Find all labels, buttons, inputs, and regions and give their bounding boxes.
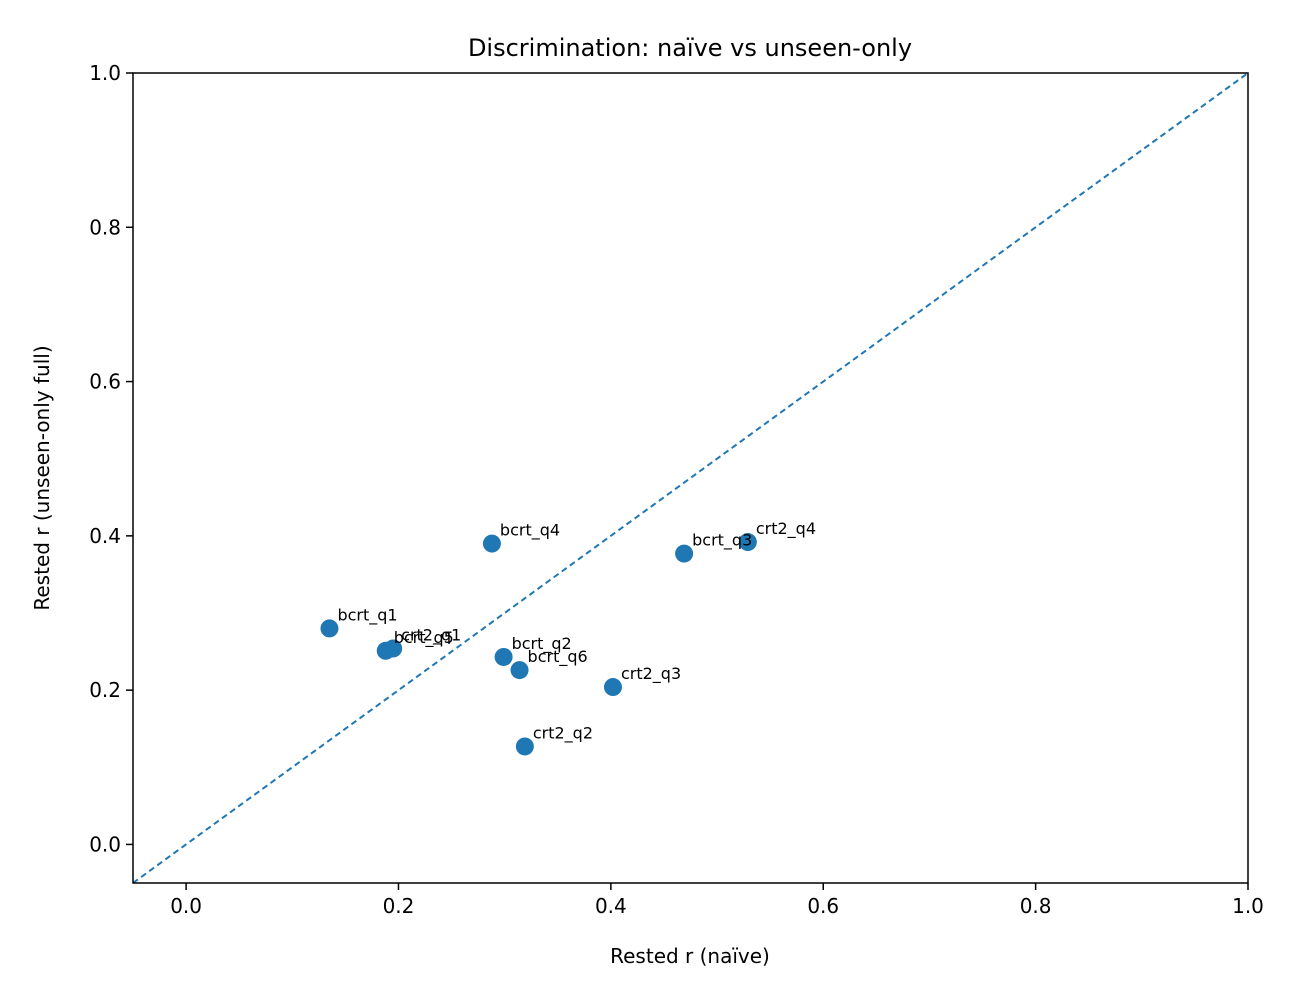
axes-frame (132, 72, 1249, 884)
y-tick-label: 0.6 (89, 370, 121, 394)
x-tick-label: 0.8 (1020, 894, 1052, 918)
y-tick-label: 0.0 (89, 832, 121, 856)
point-label-bcrt_q1: bcrt_q1 (337, 605, 397, 625)
point-label-bcrt_q2: bcrt_q2 (512, 634, 572, 654)
y-tick-label: 0.8 (89, 215, 121, 239)
x-axis-label: Rested r (naïve) (610, 944, 770, 968)
data-point-crt2_q1 (384, 639, 403, 658)
plot-area: bcrt_q1bcrt_q5crt2_q1bcrt_q4bcrt_q2bcrt_… (132, 72, 1249, 884)
y-axis-label: Rested r (unseen-only full) (30, 345, 54, 610)
x-tick-label: 0.2 (383, 894, 415, 918)
x-tick-label: 0.6 (807, 894, 839, 918)
point-label-crt2_q2: crt2_q2 (533, 723, 593, 743)
data-point-bcrt_q1 (320, 619, 339, 638)
point-label-bcrt_q4: bcrt_q4 (500, 521, 560, 541)
data-point-crt2_q2 (515, 737, 534, 756)
point-label-bcrt_q5: bcrt_q5 (394, 628, 454, 648)
data-point-crt2_q4 (738, 533, 757, 552)
y-axis: 0.0 0.2 0.4 0.6 0.8 1.0 (89, 61, 133, 856)
point-label-crt2_q1: crt2_q1 (401, 625, 461, 645)
point-label-bcrt_q3: bcrt_q3 (692, 531, 752, 551)
point-label-bcrt_q6: bcrt_q6 (528, 647, 588, 667)
y-tick-label: 1.0 (89, 61, 121, 85)
chart-title: Discrimination: naïve vs unseen-only (468, 34, 912, 62)
x-tick-label: 0.0 (170, 894, 202, 918)
y-tick-label: 0.2 (89, 678, 121, 702)
x-axis: 0.0 0.2 0.4 0.6 0.8 1.0 (170, 883, 1264, 918)
data-point-bcrt_q4 (482, 534, 501, 553)
x-tick-label: 0.4 (595, 894, 627, 918)
data-point-bcrt_q2 (494, 647, 513, 666)
y-tick-label: 0.4 (89, 524, 121, 548)
point-label-crt2_q3: crt2_q3 (621, 664, 681, 684)
point-label-crt2_q4: crt2_q4 (756, 519, 816, 539)
data-point-crt2_q3 (603, 678, 622, 697)
data-point-bcrt_q3 (675, 544, 694, 563)
x-tick-label: 1.0 (1232, 894, 1264, 918)
data-point-bcrt_q6 (510, 661, 529, 680)
